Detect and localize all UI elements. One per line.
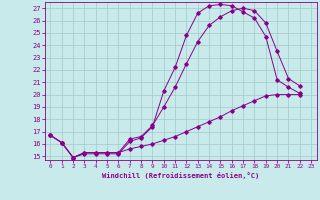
X-axis label: Windchill (Refroidissement éolien,°C): Windchill (Refroidissement éolien,°C) (102, 172, 260, 179)
